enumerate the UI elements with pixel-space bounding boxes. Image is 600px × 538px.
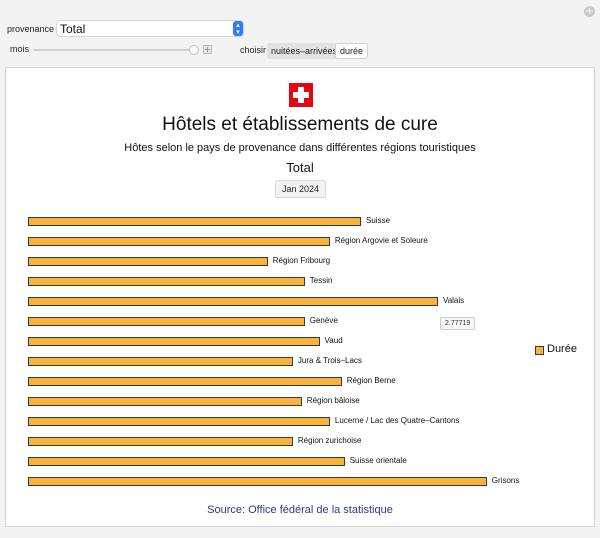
bar[interactable] (28, 277, 305, 286)
bar-label: Région zurichoise (297, 436, 362, 445)
source-note: Source: Office fédéral de la statistique (207, 504, 393, 516)
bar-label: Valais (442, 296, 465, 305)
bar-label: Grisons (491, 476, 520, 485)
bar[interactable] (28, 237, 330, 246)
choisir-label: choisir (240, 45, 267, 55)
mois-label: mois (10, 44, 30, 54)
bar-label: Tessin (309, 276, 333, 285)
legend-swatch (535, 346, 544, 355)
bar-label: Genève (309, 316, 338, 325)
bar-label: Vaud (324, 336, 343, 345)
bar[interactable] (28, 377, 342, 386)
bar-label: Région Fribourg (272, 256, 331, 265)
provenance-select[interactable]: Total ▴ ▾ (56, 20, 244, 37)
bar[interactable] (28, 417, 330, 426)
bar-label: Lucerne / Lac des Quatre–Cantons (334, 416, 460, 425)
swiss-flag-icon (289, 83, 313, 107)
bar[interactable] (28, 477, 487, 486)
choisir-option-duree[interactable]: durée (335, 43, 369, 59)
mois-slider-expand-icon[interactable]: + (203, 45, 212, 54)
bar-label: Région Argovie et Soleure (334, 236, 428, 245)
chart-origin: Total (286, 160, 314, 175)
chart-title: Hôtels et établissements de cure (162, 114, 438, 135)
provenance-select-value: Total (60, 22, 86, 36)
mois-slider-track[interactable] (33, 49, 195, 51)
bar[interactable] (28, 317, 305, 326)
mois-slider-thumb[interactable] (189, 45, 199, 55)
chevron-updown-icon: ▴ ▾ (233, 21, 243, 36)
bar[interactable] (28, 457, 345, 466)
chart-panel: Hôtels et établissements de cure Hôtes s… (5, 67, 595, 527)
legend-label: Durée (547, 343, 577, 355)
bar[interactable] (28, 337, 320, 346)
choisir-option-nuitees-arrivees[interactable]: nuitées–arrivées (267, 43, 342, 59)
bar[interactable] (28, 437, 293, 446)
bar[interactable] (28, 297, 438, 306)
value-tooltip: 2.77719 (440, 317, 476, 330)
bar[interactable] (28, 397, 302, 406)
bar-label: Région bâloise (306, 396, 360, 405)
bar[interactable] (28, 217, 361, 226)
bar-label: Suisse (366, 216, 391, 225)
provenance-label: provenance (7, 24, 55, 34)
bar-label: Jura & Trois–Lacs (297, 356, 362, 365)
bar-label: Suisse orientale (349, 456, 407, 465)
bar-label: Région Berne (346, 376, 396, 385)
chart-subtitle: Hôtes selon le pays de provenance dans d… (124, 142, 476, 154)
add-panel-icon[interactable]: + (584, 6, 595, 17)
bar[interactable] (28, 257, 268, 266)
date-label: Jan 2024 (275, 180, 326, 198)
bar[interactable] (28, 357, 293, 366)
